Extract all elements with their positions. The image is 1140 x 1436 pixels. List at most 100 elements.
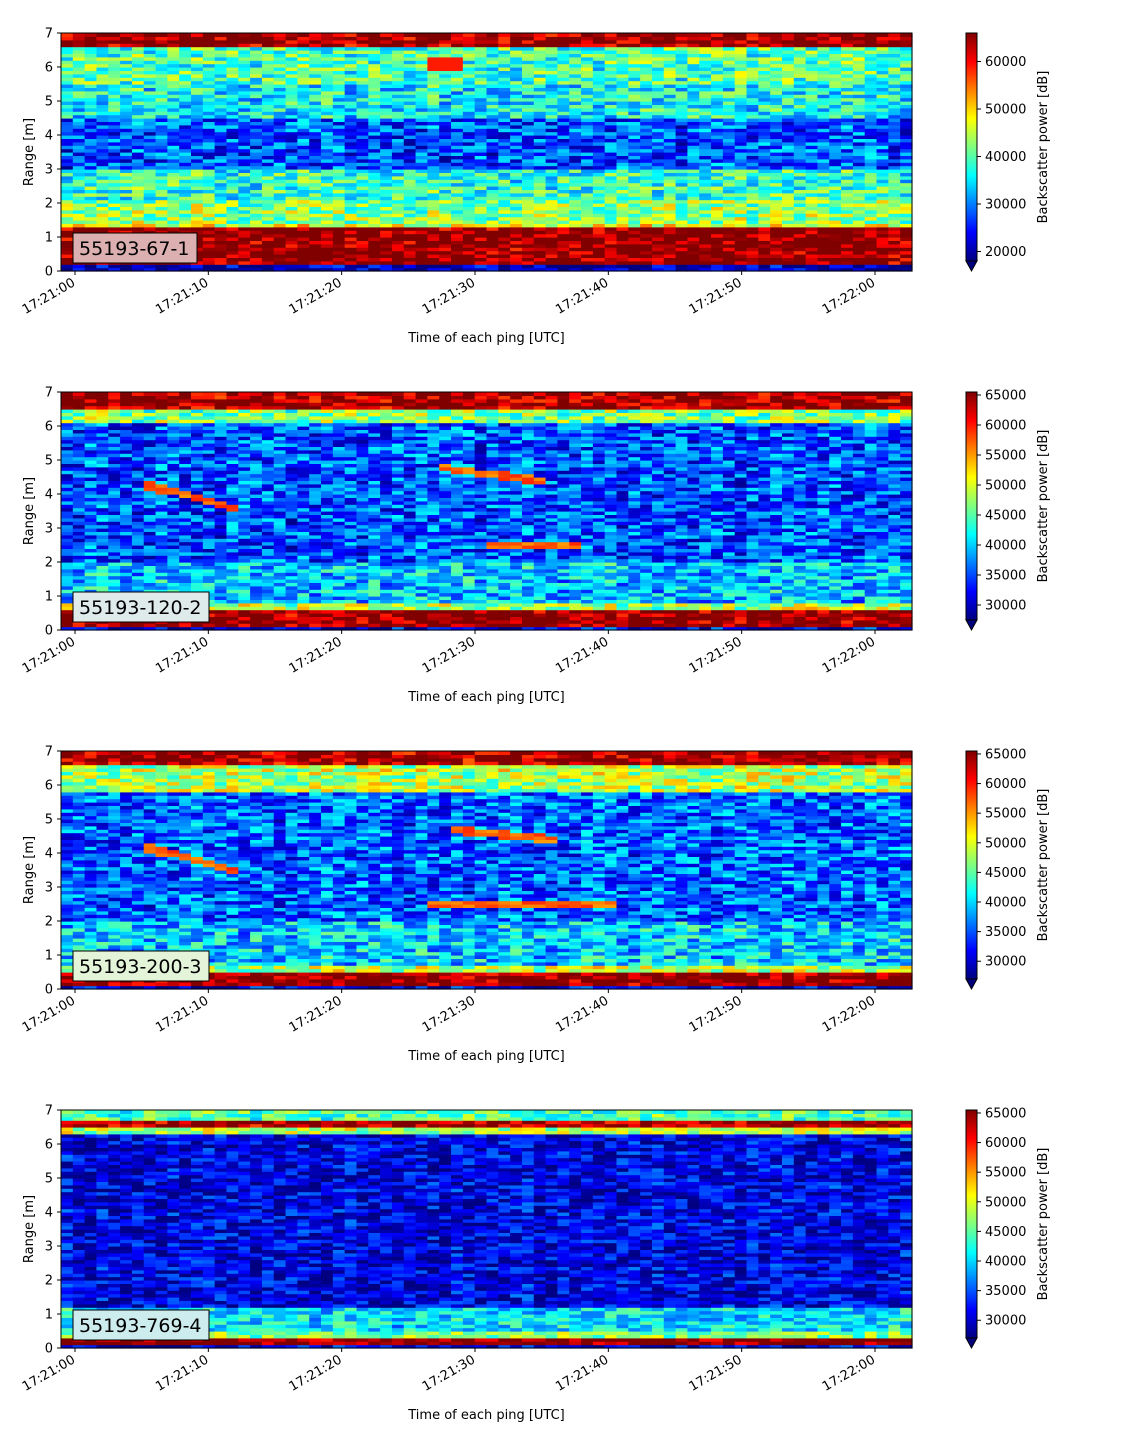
heatmap-cell — [427, 193, 439, 197]
heatmap-cell — [687, 193, 699, 197]
heatmap-cell — [735, 159, 747, 163]
heatmap-cell — [593, 166, 605, 170]
heatmap-cell — [770, 234, 782, 238]
heatmap-cell — [404, 217, 416, 221]
heatmap-cell — [747, 244, 759, 248]
heatmap-cell — [605, 132, 617, 136]
heatmap-cell — [333, 33, 345, 37]
heatmap-cell — [427, 217, 439, 221]
heatmap-cell — [841, 176, 853, 180]
heatmap-cell — [782, 264, 794, 268]
heatmap-cell — [333, 193, 345, 197]
heatmap-cell — [156, 142, 168, 146]
heatmap-cell — [96, 166, 108, 170]
heatmap-cell — [829, 33, 841, 37]
heatmap-cell — [85, 176, 97, 180]
heatmap-cell — [617, 33, 629, 37]
heatmap-cell — [806, 132, 818, 136]
heatmap-cell — [238, 193, 250, 197]
heatmap-cell — [108, 149, 120, 153]
heatmap-cell — [392, 200, 404, 204]
heatmap-cell — [640, 234, 652, 238]
heatmap-cell — [120, 166, 132, 170]
heatmap-cell — [735, 251, 747, 255]
heatmap-cell — [687, 244, 699, 248]
heatmap-cell — [439, 193, 451, 197]
heatmap-cell — [416, 132, 428, 136]
heatmap-cell — [829, 132, 841, 136]
heatmap-cell — [628, 200, 640, 204]
heatmap-cell — [888, 142, 900, 146]
heatmap-cell — [108, 132, 120, 136]
heatmap-cell — [699, 227, 711, 231]
heatmap-cell — [605, 33, 617, 37]
heatmap-cell — [817, 200, 829, 204]
heatmap-cell — [758, 234, 770, 238]
heatmap-cell — [877, 193, 889, 197]
heatmap-cell — [593, 132, 605, 136]
heatmap-cell — [546, 234, 558, 238]
heatmap-cell — [829, 210, 841, 214]
heatmap-cell — [853, 176, 865, 180]
heatmap-cell — [711, 33, 723, 37]
heatmap-cell — [806, 234, 818, 238]
heatmap-cell — [817, 149, 829, 153]
heatmap-cell — [215, 217, 227, 221]
heatmap-cell — [546, 183, 558, 187]
heatmap-cell — [900, 251, 912, 255]
heatmap-cell — [345, 217, 357, 221]
heatmap-cell — [522, 251, 534, 255]
heatmap-cell — [463, 159, 475, 163]
heatmap-cell — [758, 33, 770, 37]
heatmap-cell — [96, 200, 108, 204]
heatmap-cell — [782, 159, 794, 163]
heatmap-cell — [404, 132, 416, 136]
heatmap-cell — [829, 227, 841, 231]
heatmap-cell — [356, 183, 368, 187]
heatmap-cell — [640, 149, 652, 153]
heatmap-cell — [510, 159, 522, 163]
heatmap-cell — [439, 227, 451, 231]
heatmap-cell — [723, 176, 735, 180]
heatmap-cell — [534, 234, 546, 238]
heatmap-cell — [581, 217, 593, 221]
heatmap-cell — [297, 234, 309, 238]
heatmap-cell — [203, 227, 215, 231]
heatmap-cell — [108, 264, 120, 268]
heatmap-cell — [274, 210, 286, 214]
heatmap-cell — [463, 33, 475, 37]
heatmap-cell — [179, 193, 191, 197]
heatmap-cell — [120, 264, 132, 268]
heatmap-cell — [829, 159, 841, 163]
heatmap-cell — [463, 234, 475, 238]
heatmap-cell — [747, 132, 759, 136]
heatmap-cell — [687, 217, 699, 221]
heatmap-cell — [652, 33, 664, 37]
heatmap-cell — [569, 33, 581, 37]
heatmap-cell — [699, 176, 711, 180]
heatmap-cell — [487, 193, 499, 197]
heatmap-cell — [676, 183, 688, 187]
heatmap-cell — [274, 159, 286, 163]
heatmap-cell — [356, 210, 368, 214]
heatmap-cell — [699, 159, 711, 163]
heatmap-cell — [510, 234, 522, 238]
heatmap-cell — [569, 234, 581, 238]
heatmap-cell — [888, 149, 900, 153]
heatmap-cell — [877, 166, 889, 170]
heatmap-cell — [274, 244, 286, 248]
heatmap-cell — [274, 217, 286, 221]
heatmap-cell — [498, 193, 510, 197]
heatmap-cell — [806, 217, 818, 221]
heatmap-cell — [203, 159, 215, 163]
heatmap-cell — [179, 132, 191, 136]
heatmap-cell — [404, 244, 416, 248]
heatmap-cell — [640, 176, 652, 180]
heatmap-cell — [782, 33, 794, 37]
heatmap-cell — [747, 142, 759, 146]
heatmap-cell — [238, 176, 250, 180]
heatmap-cell — [758, 193, 770, 197]
heatmap-cell — [108, 210, 120, 214]
heatmap-cell — [487, 264, 499, 268]
heatmap-cell — [132, 193, 144, 197]
